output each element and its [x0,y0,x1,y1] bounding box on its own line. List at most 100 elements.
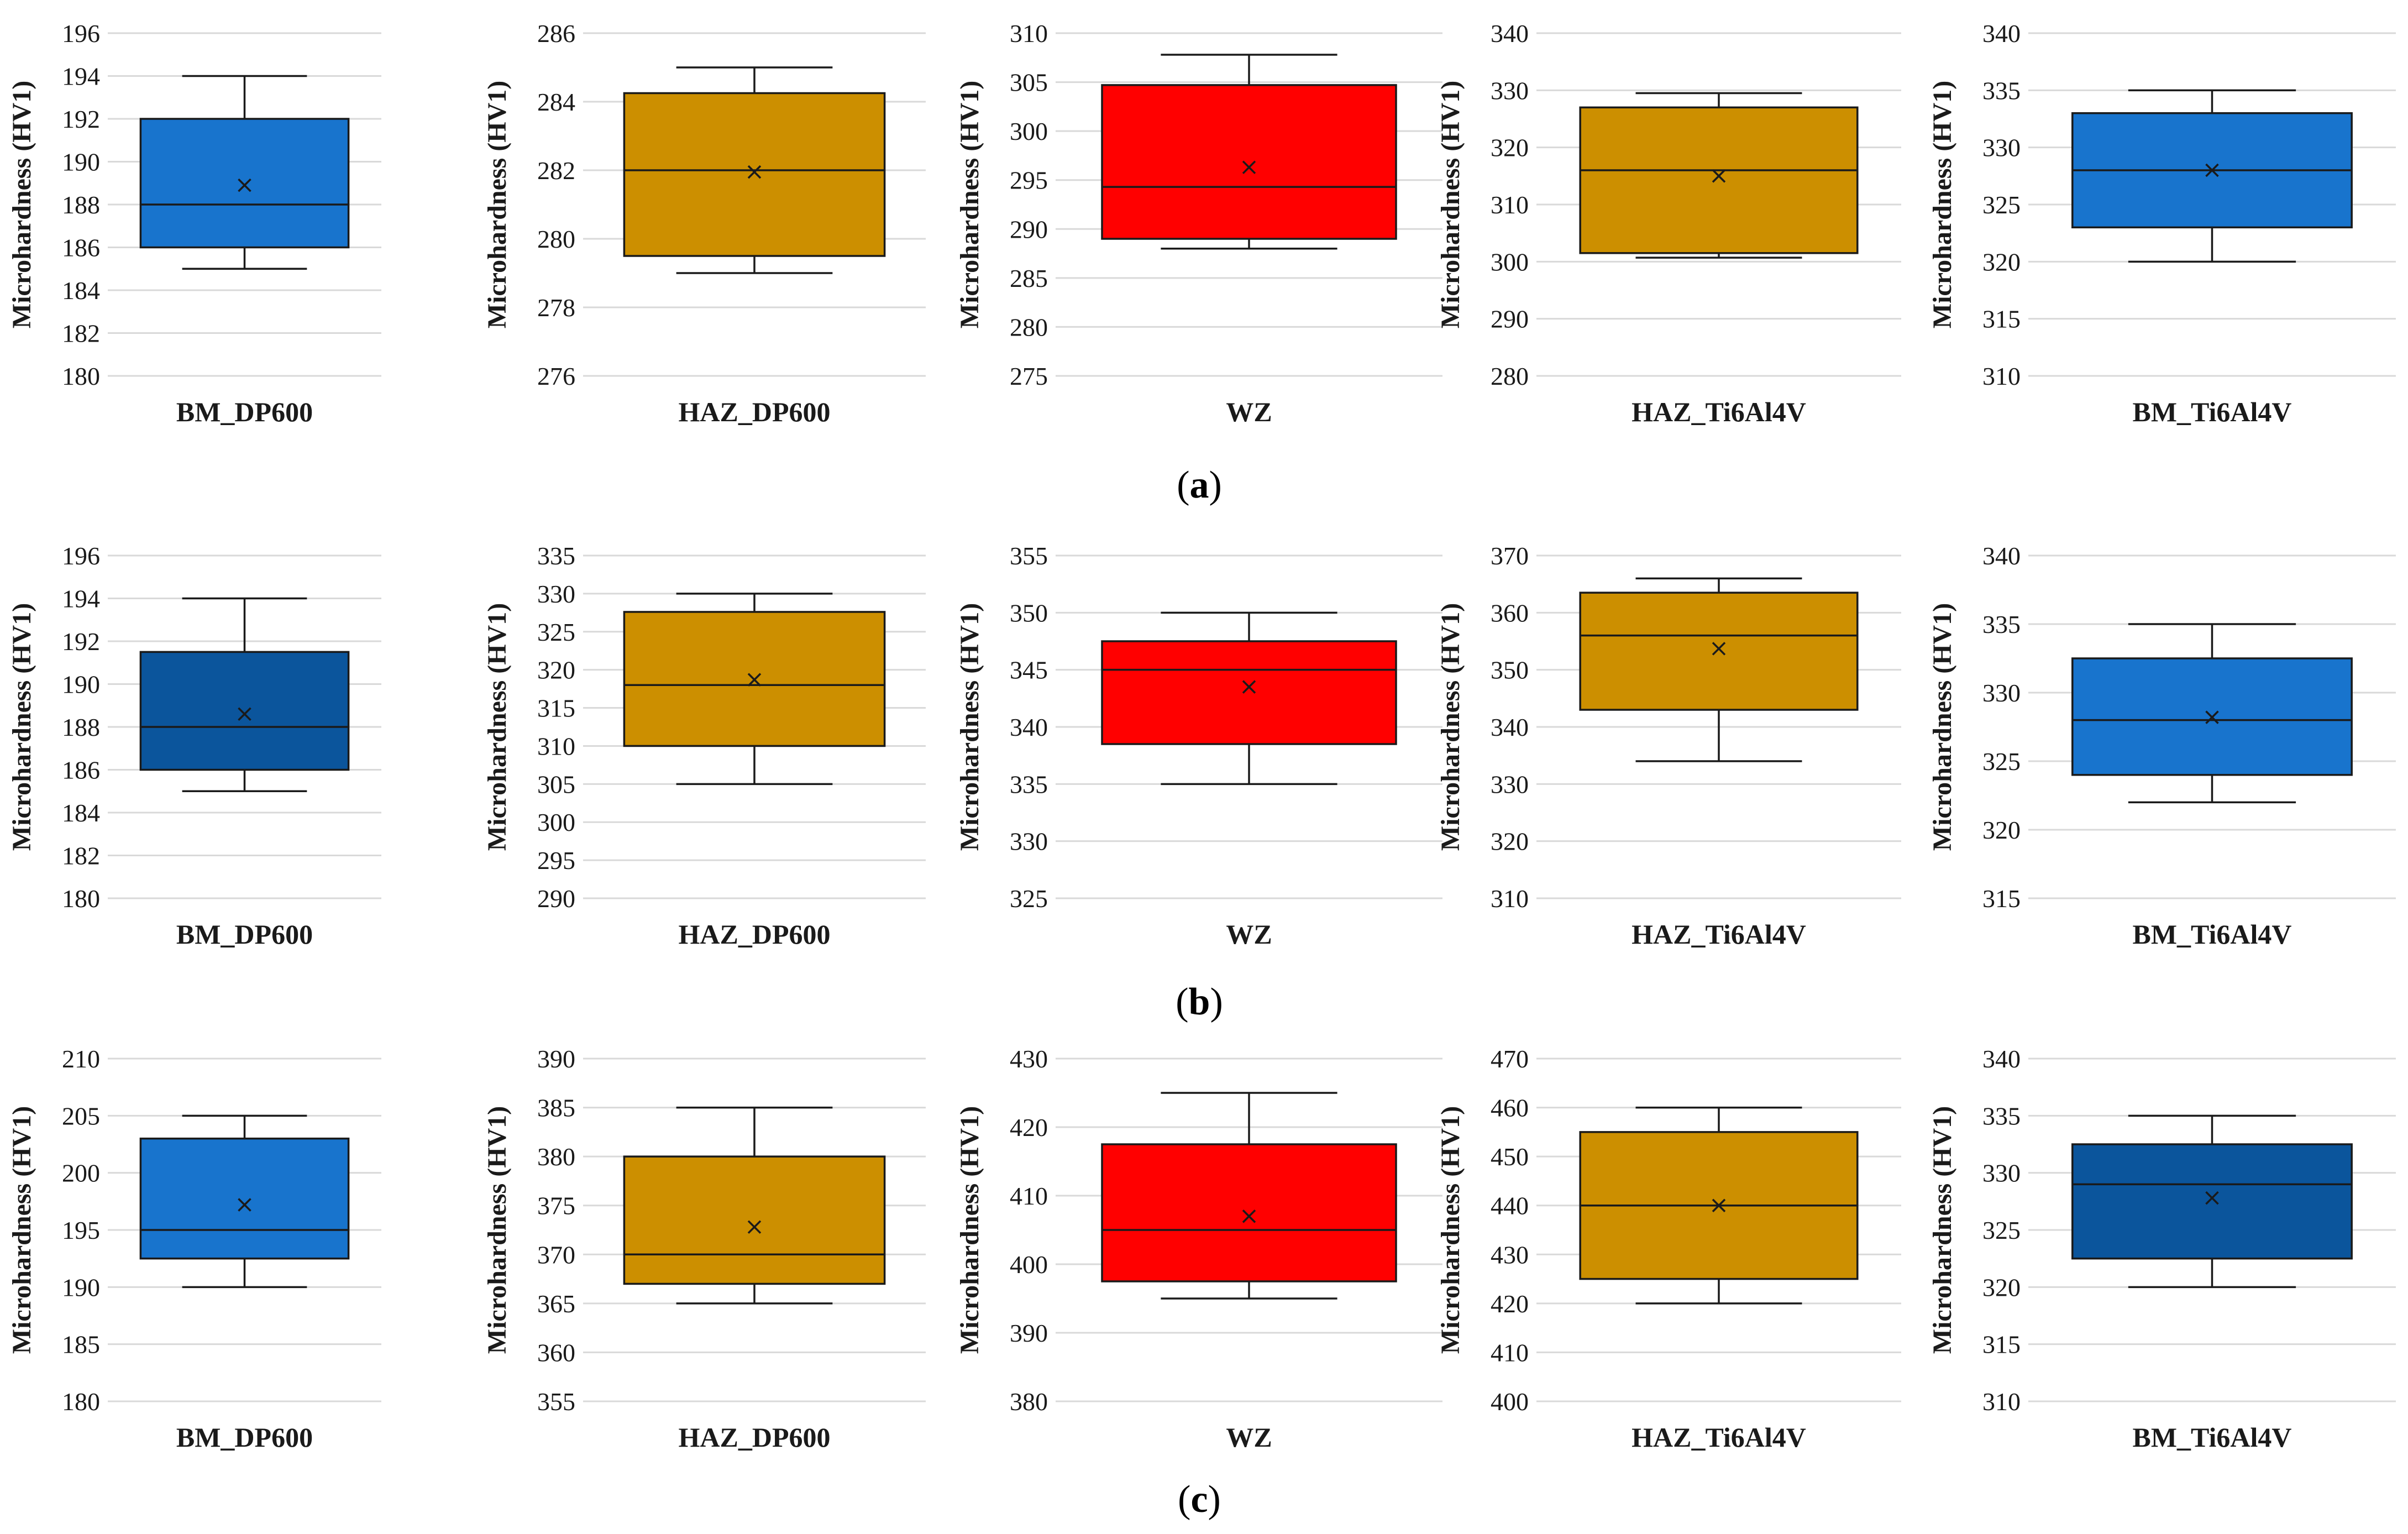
chart-a-bm-ti6al4v-tick-label: 335 [1982,76,2021,104]
chart-b-haz-ti6al4v-tick-label: 310 [1491,884,1529,913]
chart-c-bm-ti6al4v-tick-label: 335 [1982,1102,2021,1130]
chart-b-wz-tick-label: 355 [1010,542,1048,570]
chart-c-wz-mean-stroke [1242,1209,1256,1223]
chart-a-bm-dp600-tick-label: 184 [62,276,100,305]
chart-a-haz-ti6al4v-category-label: HAZ_Ti6Al4V [1631,396,1806,427]
chart-b-haz-dp600-mean-marker [747,673,762,687]
chart-b-bm-ti6al4v-tick-label: 335 [1982,610,2021,638]
chart-a-haz-dp600-tick-label: 276 [537,362,575,390]
chart-b-haz-ti6al4v-category-label: HAZ_Ti6Al4V [1631,919,1806,950]
chart-c-wz-mean-marker [1242,1209,1256,1223]
chart-c-bm-dp600-mean-stroke [238,1198,251,1212]
chart-c-wz-tick-label: 420 [1010,1113,1048,1142]
caption-a: (a) [1177,464,1222,506]
chart-a-bm-dp600-y-axis-label: Microhardness (HV1) [7,81,36,328]
chart-a-bm-dp600-mean-marker [238,178,251,192]
chart-a-bm-dp600-tick-label: 186 [62,234,100,262]
chart-b-haz-dp600-box [623,611,886,747]
chart-a-haz-ti6al4v-tick-label: 300 [1491,248,1529,276]
chart-c-haz-ti6al4v-tick-label: 420 [1491,1290,1529,1318]
chart-c-haz-ti6al4v-tick-label: 430 [1491,1240,1529,1269]
chart-c-bm-ti6al4v-mean-stroke [2205,1191,2219,1205]
chart-c-bm-dp600-y-axis-label: Microhardness (HV1) [7,1106,36,1354]
chart-a-bm-ti6al4v-tick-label: 315 [1982,305,2021,333]
chart-b-wz-category-label: WZ [1226,919,1272,950]
chart-c-wz-tick-label: 410 [1010,1182,1048,1210]
chart-c-haz-dp600-box [623,1155,886,1285]
chart-c-haz-dp600-tick-label: 375 [537,1192,575,1220]
chart-b-haz-dp600-tick-label: 325 [537,618,575,646]
chart-b-bm-dp600-tick-label: 182 [62,842,100,870]
charts-layer: 180 182 184 186 188 190 192 194 196 Microhardness… [7,19,2396,1453]
chart-a-bm-ti6al4v-category-label: BM_Ti6Al4V [2133,396,2292,427]
chart-b-haz-dp600-tick-label: 295 [537,846,575,875]
chart-a-bm-ti6al4v-tick-label: 340 [1982,19,2021,48]
chart-a-wz-tick-label: 285 [1010,264,1048,292]
chart-c-haz-dp600-tick-label: 385 [537,1094,575,1122]
chart-a-haz-dp600-mean-stroke [747,165,762,179]
chart-a-wz-tick-label: 290 [1010,215,1048,243]
chart-b-bm-dp600: 180 182 184 186 188 190 192 194 196 Microhardness… [7,542,381,950]
chart-c-bm-dp600-tick-label: 195 [62,1216,100,1244]
chart-b-haz-ti6al4v-tick-label: 330 [1491,770,1529,798]
chart-c-haz-dp600-mean-marker [747,1220,762,1234]
chart-b-haz-ti6al4v-tick-label: 350 [1491,656,1529,684]
chart-a-bm-dp600: 180 182 184 186 188 190 192 194 196 Microhardness… [7,19,381,427]
chart-b-bm-ti6al4v-tick-label: 315 [1982,884,2021,913]
chart-b-wz: 325 330 335 340 345 350 355 Microhardness (HV1)… [955,542,1442,950]
chart-a-haz-ti6al4v-y-axis-label: Microhardness (HV1) [1436,81,1465,328]
chart-a-wz-tick-label: 280 [1010,313,1048,341]
chart-c-wz-tick-label: 390 [1010,1319,1048,1347]
chart-c-bm-dp600-tick-label: 205 [62,1102,100,1130]
chart-a-wz-category-label: WZ [1226,396,1272,427]
chart-b-haz-dp600-y-axis-label: Microhardness (HV1) [482,603,512,851]
chart-a-bm-dp600-tick-label: 180 [62,362,100,390]
chart-b-haz-dp600-tick-label: 310 [537,732,575,760]
chart-c-bm-dp600-tick-label: 200 [62,1159,100,1187]
chart-b-haz-dp600-tick-label: 300 [537,808,575,836]
chart-c-bm-dp600-tick-label: 180 [62,1388,100,1416]
chart-b-haz-ti6al4v-mean-stroke [1712,642,1726,656]
chart-b-bm-ti6al4v-tick-label: 320 [1982,816,2021,844]
chart-a-wz-box [1101,84,1397,240]
chart-b-bm-dp600-tick-label: 184 [62,799,100,827]
chart-b-haz-ti6al4v-tick-label: 340 [1491,713,1529,741]
chart-a-bm-dp600-tick-label: 190 [62,148,100,176]
chart-a-bm-ti6al4v-tick-label: 330 [1982,134,2021,162]
chart-c-wz-box [1101,1143,1397,1282]
chart-b-wz-tick-label: 335 [1010,770,1048,798]
chart-a-haz-dp600-tick-label: 280 [537,225,575,253]
chart-a-haz-dp600-mean-marker [747,165,762,179]
chart-b-bm-ti6al4v-tick-label: 330 [1982,679,2021,707]
chart-b-wz-tick-label: 350 [1010,599,1048,627]
chart-b-haz-ti6al4v-y-axis-label: Microhardness (HV1) [1436,603,1465,851]
chart-c-haz-dp600-tick-label: 360 [537,1338,575,1367]
chart-c-bm-ti6al4v-tick-label: 320 [1982,1273,2021,1301]
chart-c-haz-dp600: 355 360 365 370 375 380 385 390 Microhardness (H… [482,1045,926,1453]
chart-a-bm-ti6al4v-mean-marker [2205,163,2219,177]
chart-a-bm-dp600-tick-label: 182 [62,320,100,348]
chart-b-wz-tick-label: 345 [1010,656,1048,684]
chart-b-haz-dp600-tick-label: 290 [537,884,575,913]
chart-b-haz-ti6al4v: 310 320 330 340 350 360 370 Microhardness (HV1)… [1436,542,1901,950]
chart-a-wz-tick-label: 305 [1010,69,1048,97]
chart-c-bm-ti6al4v-y-axis-label: Microhardness (HV1) [1928,1106,1957,1354]
chart-c-bm-ti6al4v-box [2071,1143,2353,1260]
chart-b-bm-ti6al4v-y-axis-label: Microhardness (HV1) [1928,603,1957,851]
chart-c-haz-ti6al4v-mean-marker [1712,1198,1726,1212]
chart-c-haz-ti6al4v-tick-label: 410 [1491,1338,1529,1367]
chart-b-bm-ti6al4v-category-label: BM_Ti6Al4V [2133,919,2292,950]
chart-a-haz-ti6al4v-tick-label: 280 [1491,362,1529,390]
chart-a-haz-dp600-tick-label: 286 [537,19,575,48]
chart-c-wz-y-axis-label: Microhardness (HV1) [955,1106,984,1354]
chart-c-bm-dp600: 180 185 190 195 200 205 210 Microhardness (HV1)… [7,1045,381,1453]
chart-c-bm-dp600-mean-marker [238,1198,251,1212]
chart-a-bm-ti6al4v-y-axis-label: Microhardness (HV1) [1928,81,1957,328]
chart-c-haz-ti6al4v-tick-label: 450 [1491,1143,1529,1171]
chart-c-haz-ti6al4v-category-label: HAZ_Ti6Al4V [1631,1422,1806,1453]
chart-a-bm-dp600-tick-label: 196 [62,19,100,48]
chart-b-haz-ti6al4v-tick-label: 320 [1491,828,1529,856]
chart-a-haz-dp600: 276 278 280 282 284 286 Microhardness (HV1) HAZ… [482,19,926,427]
chart-c-bm-ti6al4v-tick-label: 310 [1982,1388,2021,1416]
